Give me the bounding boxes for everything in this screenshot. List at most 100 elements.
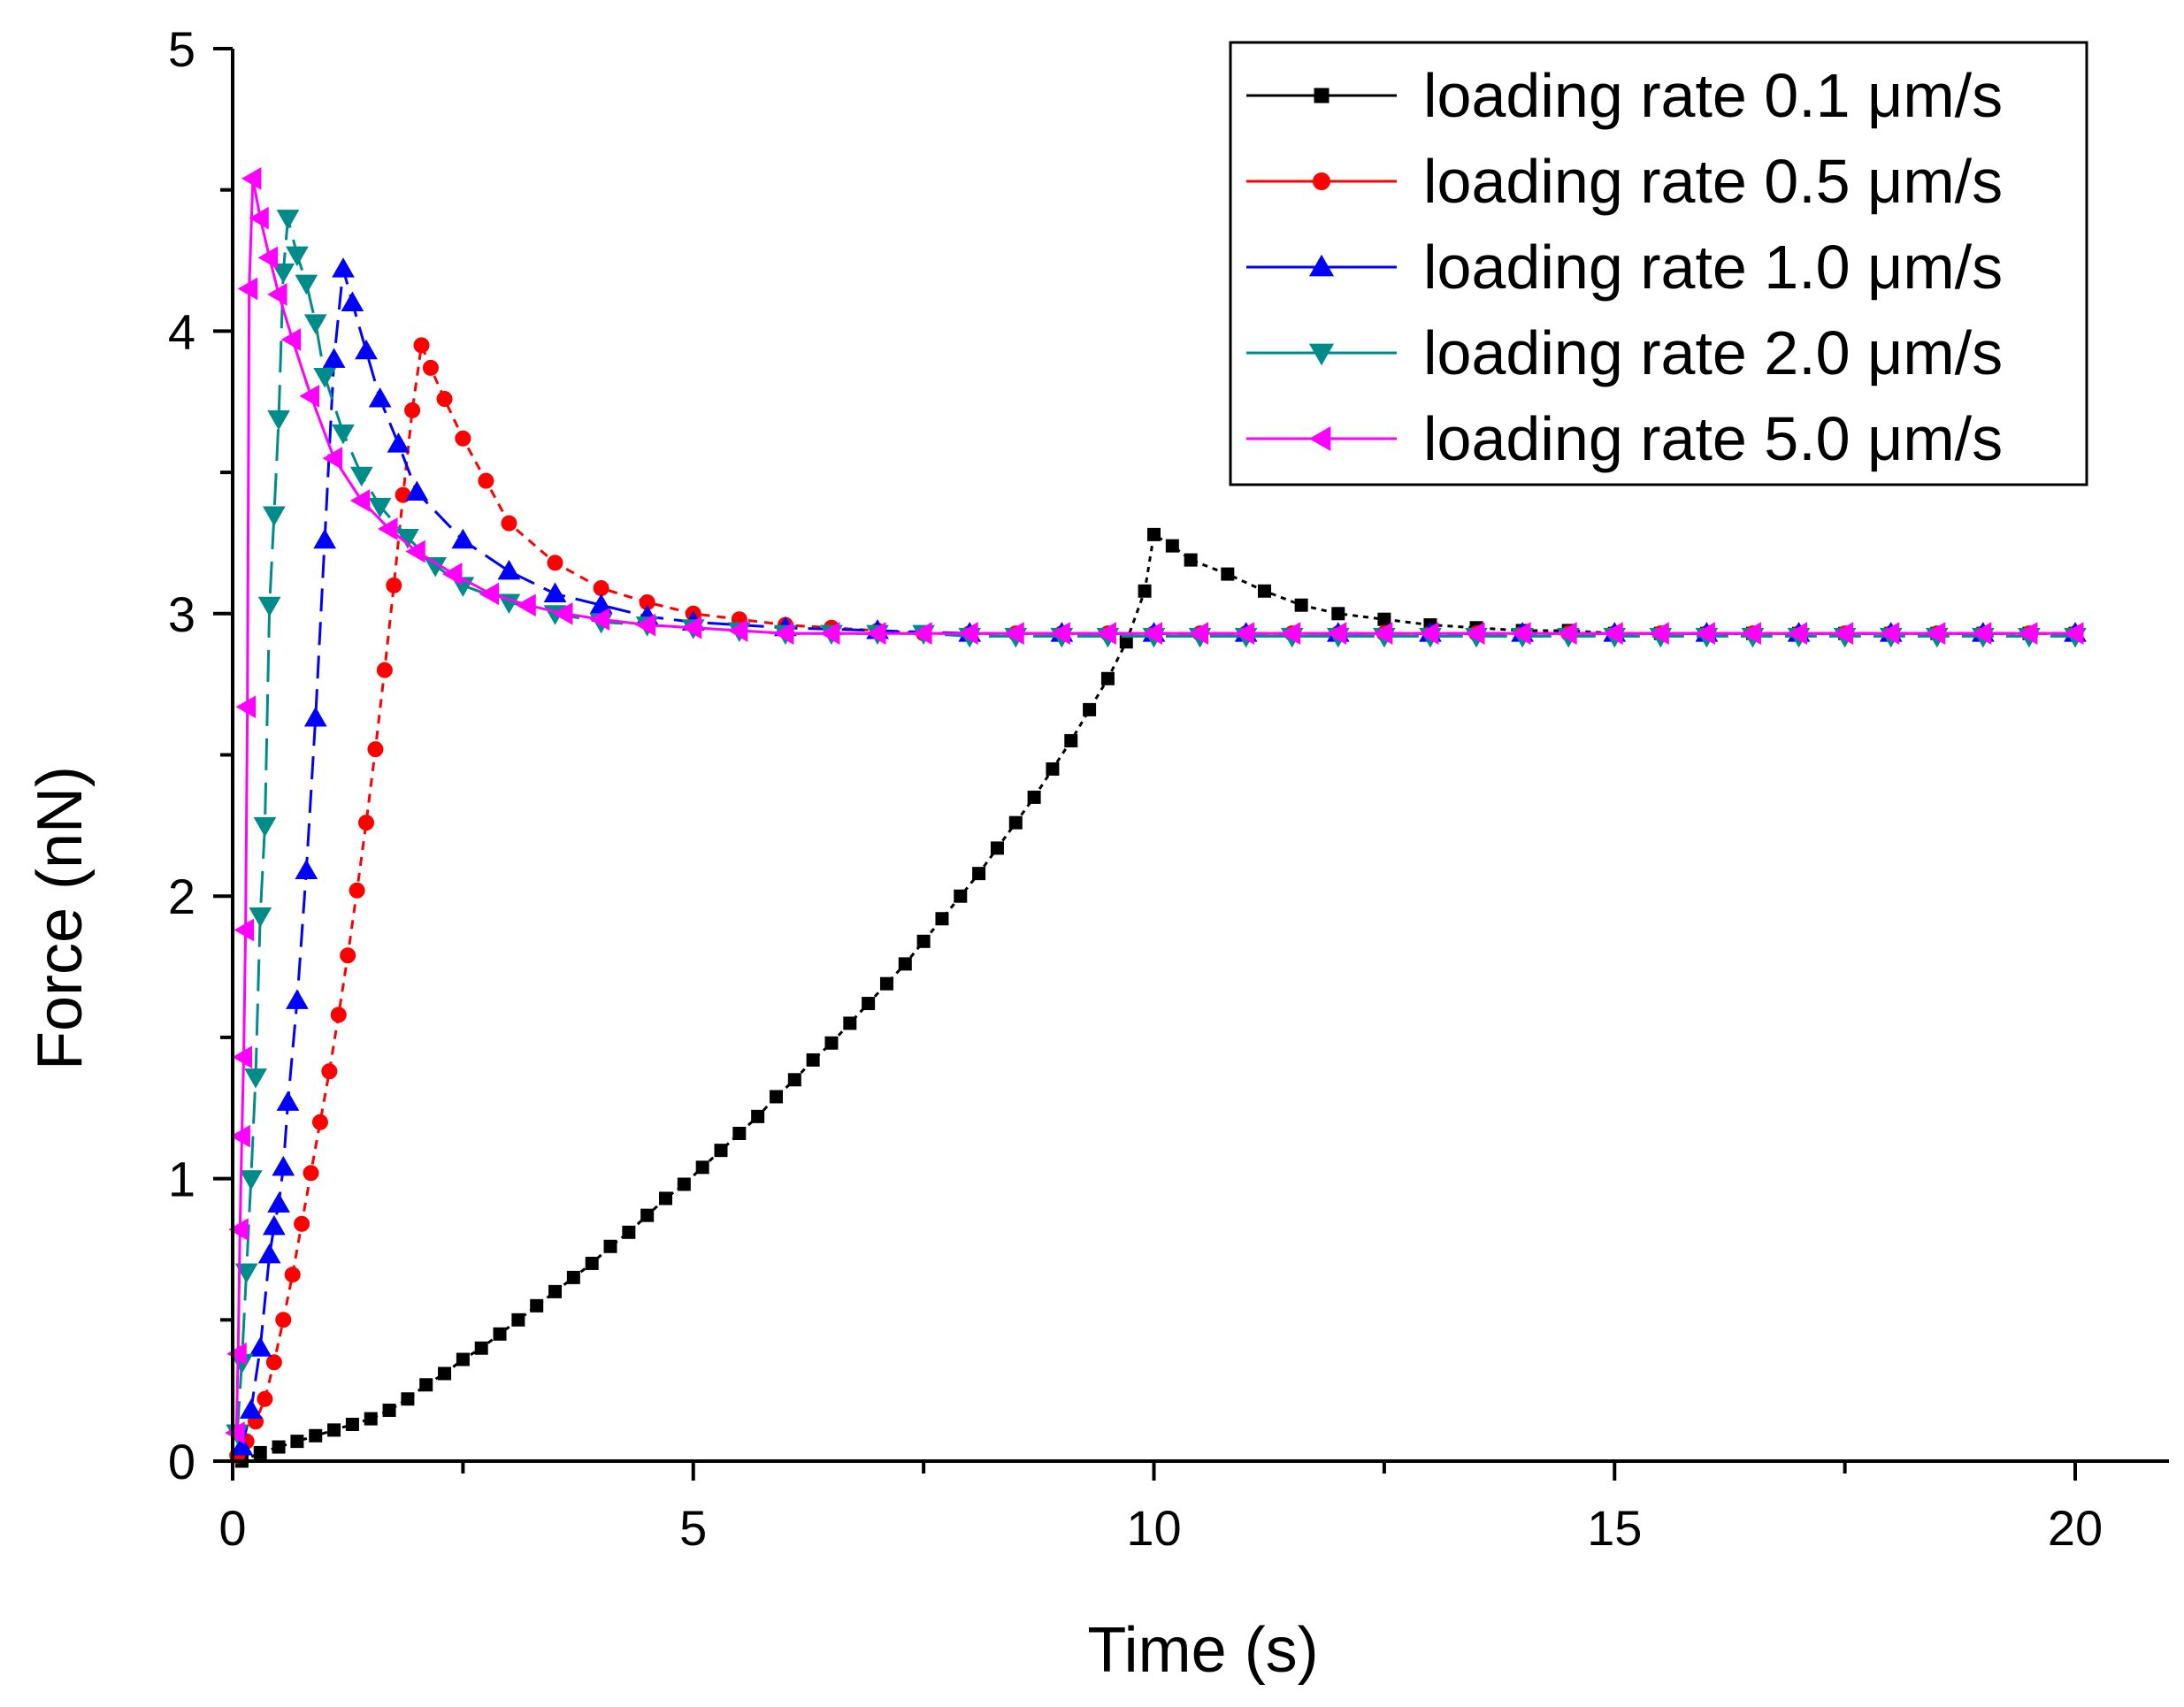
- data-point: [401, 1392, 415, 1406]
- data-point: [341, 291, 364, 311]
- legend-item-loading-rate-0-1-m-s: loading rate 0.1 μm/s: [1246, 61, 2003, 130]
- data-point: [438, 1366, 452, 1381]
- data-point: [898, 957, 912, 971]
- data-point: [548, 1284, 563, 1298]
- data-point: [727, 619, 748, 642]
- x-tick-label: 0: [218, 1500, 246, 1556]
- data-point: [493, 1327, 507, 1341]
- data-point: [1138, 584, 1152, 598]
- data-point: [916, 934, 931, 948]
- data-point: [309, 1428, 323, 1443]
- data-point: [1083, 702, 1097, 716]
- data-point: [349, 466, 373, 487]
- data-point: [547, 555, 563, 571]
- data-point: [566, 1270, 580, 1284]
- data-point: [843, 1016, 857, 1030]
- data-point: [1326, 622, 1347, 646]
- data-point: [1603, 622, 1623, 646]
- data-point: [295, 274, 318, 295]
- data-point: [249, 907, 272, 928]
- data-point: [1280, 622, 1301, 646]
- data-point: [368, 387, 392, 408]
- data-point: [239, 1170, 263, 1190]
- data-point: [322, 447, 343, 470]
- series-line-loading-rate-0-5-m-s: [235, 340, 2075, 1457]
- data-point: [787, 1073, 801, 1087]
- data-point: [294, 1215, 310, 1232]
- data-point: [593, 580, 609, 597]
- data-point: [386, 577, 402, 593]
- data-point: [232, 1045, 252, 1069]
- data-point: [603, 1239, 617, 1253]
- data-point: [376, 662, 393, 678]
- data-point: [272, 1440, 286, 1454]
- data-point: [479, 582, 500, 606]
- data-point: [824, 1036, 839, 1050]
- data-point: [276, 210, 300, 230]
- data-point: [244, 1068, 267, 1089]
- data-point: [622, 1225, 636, 1239]
- data-point: [378, 517, 398, 540]
- data-point: [405, 540, 425, 563]
- data-point: [405, 480, 429, 501]
- data-point: [1787, 622, 1808, 646]
- legend-item-loading-rate-2-0-m-s: loading rate 2.0 μm/s: [1246, 318, 2003, 387]
- series-loading-rate-0-5-m-s: [229, 337, 2083, 1464]
- axes: 0 5 10 15 20 0 1 2 3 4 5: [168, 21, 2169, 1556]
- data-point: [284, 1267, 301, 1283]
- data-point: [1064, 734, 1078, 748]
- data-point: [235, 695, 257, 719]
- data-point: [935, 912, 949, 926]
- data-point: [253, 1445, 267, 1459]
- data-point: [313, 368, 337, 388]
- data-point: [249, 206, 269, 230]
- legend-label: loading rate 1.0 μm/s: [1423, 233, 2003, 302]
- data-point: [355, 339, 378, 360]
- data-point: [1372, 622, 1393, 646]
- legend-marker: [1308, 343, 1335, 366]
- data-point: [257, 1390, 273, 1407]
- data-point: [1046, 762, 1060, 776]
- data-point: [2063, 622, 2084, 646]
- data-point: [349, 882, 365, 899]
- data-point: [364, 1412, 378, 1426]
- data-point: [1165, 539, 1179, 553]
- data-point: [1004, 622, 1024, 646]
- data-point: [972, 867, 986, 881]
- data-point: [332, 257, 355, 278]
- data-point: [552, 601, 573, 625]
- data-point: [349, 489, 371, 512]
- data-point: [230, 1435, 254, 1456]
- data-point: [1649, 622, 1669, 646]
- data-point: [635, 613, 656, 637]
- data-point: [751, 1109, 765, 1123]
- data-point: [272, 1155, 295, 1176]
- data-point: [879, 976, 893, 991]
- data-point: [1377, 612, 1391, 626]
- legend-item-loading-rate-5-0-m-s: loading rate 5.0 μm/s: [1246, 404, 2003, 473]
- data-point: [257, 596, 281, 617]
- data-point: [303, 1165, 319, 1182]
- data-point: [330, 1007, 347, 1023]
- data-point: [585, 1256, 599, 1270]
- data-point: [1096, 622, 1116, 646]
- data-point: [239, 1398, 263, 1420]
- data-point: [451, 528, 475, 549]
- data-point: [1008, 815, 1023, 830]
- data-point: [265, 1354, 282, 1371]
- data-point: [249, 1336, 272, 1357]
- data-point: [1050, 622, 1070, 646]
- legend-label: loading rate 0.1 μm/s: [1423, 61, 2003, 130]
- data-point: [659, 1191, 673, 1206]
- x-tick-label: 5: [679, 1500, 707, 1556]
- plot-series: [225, 167, 2087, 1468]
- data-point: [819, 622, 840, 646]
- data-point: [1557, 622, 1577, 646]
- data-point: [677, 1177, 691, 1191]
- data-point: [1971, 622, 1992, 646]
- x-axis-title: Time (s): [1087, 1615, 1318, 1686]
- data-point: [1511, 622, 1531, 646]
- x-tick-label: 20: [2048, 1500, 2103, 1556]
- data-point: [263, 1214, 286, 1236]
